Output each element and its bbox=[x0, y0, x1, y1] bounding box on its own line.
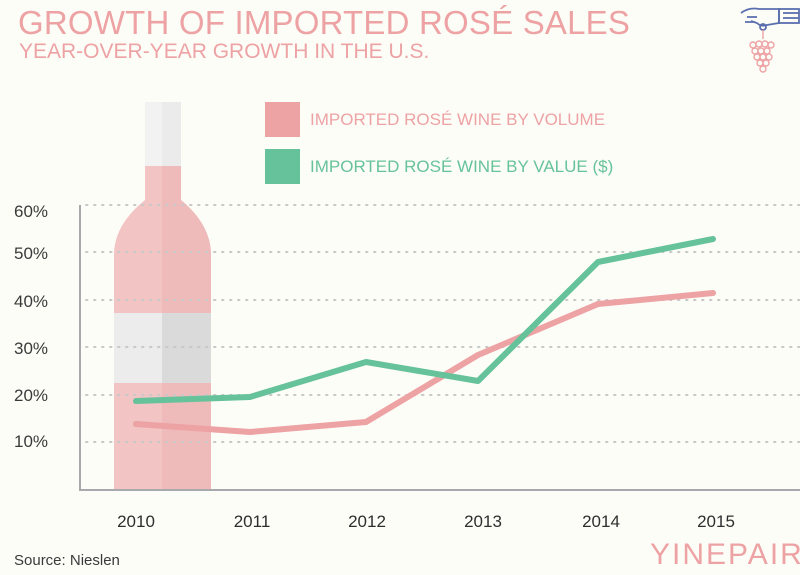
legend-swatch-volume bbox=[265, 102, 300, 137]
y-tick-30: 30% bbox=[14, 339, 49, 358]
x-tick-2013: 2013 bbox=[464, 512, 502, 531]
x-tick-2015: 2015 bbox=[697, 512, 735, 531]
x-tick-2012: 2012 bbox=[348, 512, 386, 531]
y-tick-40: 40% bbox=[14, 292, 49, 311]
brand-logo: YINEPAIR bbox=[650, 538, 800, 571]
grid-lines bbox=[85, 204, 800, 443]
legend-item-volume: IMPORTED ROSÉ WINE BY VOLUME bbox=[265, 102, 605, 137]
legend-label-value: IMPORTED ROSÉ WINE BY VALUE ($) bbox=[310, 156, 614, 176]
hand-holding-grapes-icon bbox=[740, 7, 800, 73]
x-tick-2014: 2014 bbox=[582, 512, 620, 531]
source-note: Source: Nieslen bbox=[14, 552, 120, 569]
legend-label-volume: IMPORTED ROSÉ WINE BY VOLUME bbox=[310, 109, 606, 129]
y-tick-50: 50% bbox=[14, 244, 49, 263]
y-tick-10: 10% bbox=[14, 432, 49, 451]
x-tick-2010: 2010 bbox=[117, 512, 155, 531]
legend-swatch-value bbox=[265, 149, 300, 184]
y-tick-60: 60% bbox=[14, 202, 49, 221]
axes bbox=[79, 205, 800, 491]
series-value-line bbox=[133, 236, 716, 404]
wine-bottle-icon bbox=[114, 102, 211, 490]
legend-item-value: IMPORTED ROSÉ WINE BY VALUE ($) bbox=[265, 149, 613, 184]
series-volume-line bbox=[133, 290, 716, 435]
x-tick-2011: 2011 bbox=[233, 512, 271, 531]
chart-title: GROWTH OF IMPORTED ROSÉ SALES bbox=[18, 4, 631, 41]
y-tick-20: 20% bbox=[14, 386, 49, 405]
chart-subtitle: YEAR-OVER-YEAR GROWTH IN THE U.S. bbox=[19, 40, 430, 63]
